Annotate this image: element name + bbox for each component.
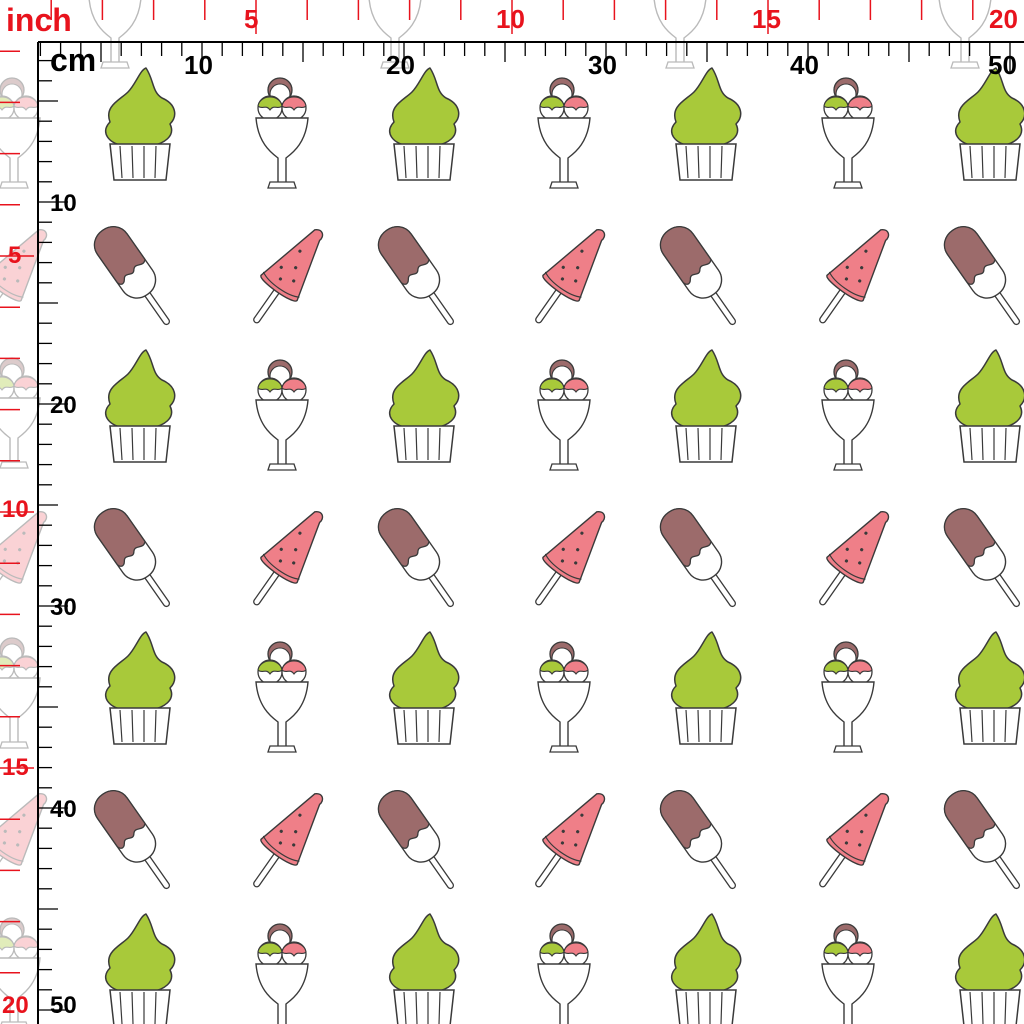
chocolate-popsicle-icon — [371, 219, 468, 335]
cupcake-icon — [104, 631, 176, 745]
watermelon-popsicle-icon — [518, 216, 621, 336]
ice-cream-sundae-icon — [255, 641, 309, 753]
cm-top-tick-label: 30 — [588, 50, 617, 80]
cupcake-icon — [388, 631, 460, 745]
ice-cream-sundae-icon — [821, 77, 875, 189]
watermelon-popsicle-icon — [236, 216, 339, 336]
inch-left-tick-label: 20 — [2, 992, 29, 1019]
cm-left-tick-label: 20 — [50, 392, 77, 419]
cupcake-icon — [670, 349, 742, 463]
cupcake-icon — [104, 67, 176, 181]
chocolate-popsicle-icon — [371, 501, 468, 617]
watermelon-popsicle-icon — [236, 780, 339, 900]
ice-cream-sundae-icon — [537, 923, 591, 1024]
cupcake-icon — [954, 67, 1024, 181]
chocolate-popsicle-icon — [87, 783, 184, 899]
watermelon-popsicle-icon — [518, 498, 621, 618]
cm-top-tick-label: 50 — [988, 50, 1017, 80]
inch-left-tick-label: 5 — [8, 242, 22, 269]
cm-left-tick-label: 50 — [50, 992, 77, 1019]
watermelon-popsicle-icon — [802, 780, 905, 900]
inch-top-tick-label: 20 — [989, 4, 1018, 34]
inch-unit-label: inch — [6, 2, 72, 38]
chocolate-popsicle-icon — [937, 783, 1024, 899]
ice-cream-sundae-icon — [255, 359, 309, 471]
ice-cream-sundae-icon — [821, 641, 875, 753]
ice-cream-sundae-icon — [537, 77, 591, 189]
cm-top-tick-label: 40 — [790, 50, 819, 80]
cm-left-tick-label: 40 — [50, 796, 77, 823]
chocolate-popsicle-icon — [87, 501, 184, 617]
cupcake-icon — [954, 349, 1024, 463]
chocolate-popsicle-icon — [653, 219, 750, 335]
inch-top-tick-label: 10 — [496, 4, 525, 34]
cupcake-icon — [388, 349, 460, 463]
cupcake-icon — [954, 631, 1024, 745]
watermelon-popsicle-icon — [236, 498, 339, 618]
chocolate-popsicle-icon — [937, 219, 1024, 335]
ice-cream-sundae-icon — [537, 359, 591, 471]
ice-cream-sundae-icon — [255, 923, 309, 1024]
cupcake-icon — [670, 67, 742, 181]
cupcake-icon — [104, 913, 176, 1024]
ice-cream-sundae-icon — [821, 359, 875, 471]
cm-top-tick-label: 20 — [386, 50, 415, 80]
watermelon-popsicle-icon — [802, 498, 905, 618]
ice-cream-sundae-icon — [255, 77, 309, 189]
cupcake-icon — [104, 349, 176, 463]
cm-left-tick-label: 30 — [50, 594, 77, 621]
chocolate-popsicle-icon — [937, 501, 1024, 617]
chocolate-popsicle-icon — [653, 501, 750, 617]
cupcake-icon — [670, 631, 742, 745]
cupcake-icon — [388, 913, 460, 1024]
watermelon-popsicle-icon — [518, 780, 621, 900]
chocolate-popsicle-icon — [653, 783, 750, 899]
inch-top-tick-label: 5 — [244, 4, 259, 34]
cm-top-tick-label: 10 — [184, 50, 213, 80]
inch-top-tick-label: 15 — [752, 4, 781, 34]
cupcake-icon — [388, 67, 460, 181]
chocolate-popsicle-icon — [87, 219, 184, 335]
watermelon-popsicle-icon — [802, 216, 905, 336]
chocolate-popsicle-icon — [371, 783, 468, 899]
ice-cream-sundae-icon — [537, 641, 591, 753]
inch-left-tick-label: 10 — [2, 496, 29, 523]
ice-cream-sundae-icon — [821, 923, 875, 1024]
inch-left-tick-label: 15 — [2, 754, 29, 781]
cm-unit-label: cm — [50, 42, 97, 78]
cupcake-icon — [670, 913, 742, 1024]
cm-left-tick-label: 10 — [50, 190, 77, 217]
cupcake-icon — [954, 913, 1024, 1024]
